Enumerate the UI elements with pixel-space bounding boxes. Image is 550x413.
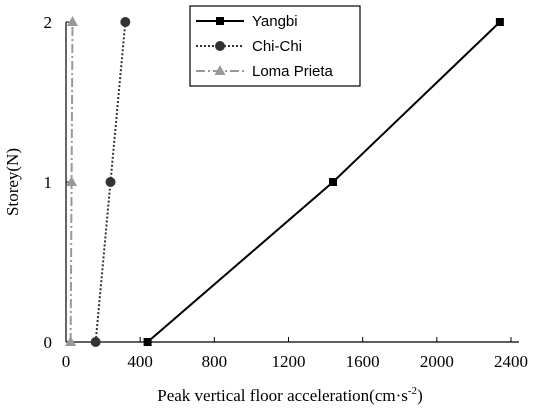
legend-item-loma-prieta: Loma Prieta — [196, 63, 334, 80]
legend-marker — [215, 41, 225, 51]
legend-marker — [216, 17, 224, 25]
data-point — [66, 176, 78, 186]
axes: 0 400 800 1200 1600 2000 2400 0 1 2 — [44, 13, 529, 371]
x-axis-title-close: ) — [417, 386, 423, 405]
legend-label: Loma Prieta — [252, 63, 334, 80]
x-axis-title-main: Peak vertical floor acceleration(cm·s — [157, 386, 408, 405]
y-tick-label: 2 — [44, 13, 53, 32]
y-tick-label: 1 — [44, 173, 53, 192]
y-axis-title: Storey(N) — [3, 148, 22, 216]
legend-label: Yangbi — [252, 13, 298, 30]
legend-item-chi-chi: Chi-Chi — [196, 38, 302, 55]
x-tick-label: 2400 — [494, 352, 528, 371]
data-point — [495, 18, 504, 26]
legend-label: Chi-Chi — [252, 38, 302, 55]
data-point — [65, 336, 77, 346]
legend-item-yangbi: Yangbi — [196, 13, 298, 30]
series-yangbi — [143, 18, 504, 346]
data-point — [143, 338, 152, 346]
legend-marker — [214, 65, 226, 75]
data-point — [120, 17, 131, 27]
x-axis-title: Peak vertical floor acceleration(cm·s-2) — [157, 385, 422, 405]
x-tick-label: 1600 — [346, 352, 380, 371]
series-chi-chi — [90, 17, 131, 347]
x-tick-label: 800 — [202, 352, 228, 371]
x-tick-label: 400 — [127, 352, 153, 371]
y-tick-label: 0 — [44, 333, 53, 352]
x-tick-label: 0 — [62, 352, 71, 371]
x-tick-label: 2000 — [420, 352, 454, 371]
series-loma-prieta — [65, 16, 78, 346]
x-axis-title-superscript: -2 — [408, 385, 417, 397]
data-point — [90, 337, 101, 347]
data-point — [66, 16, 78, 26]
x-tick-label: 1200 — [272, 352, 306, 371]
series-layer — [65, 16, 504, 347]
data-point — [105, 177, 116, 187]
data-point — [329, 178, 337, 186]
legend: Yangbi Chi-Chi Loma Prieta — [189, 5, 361, 87]
